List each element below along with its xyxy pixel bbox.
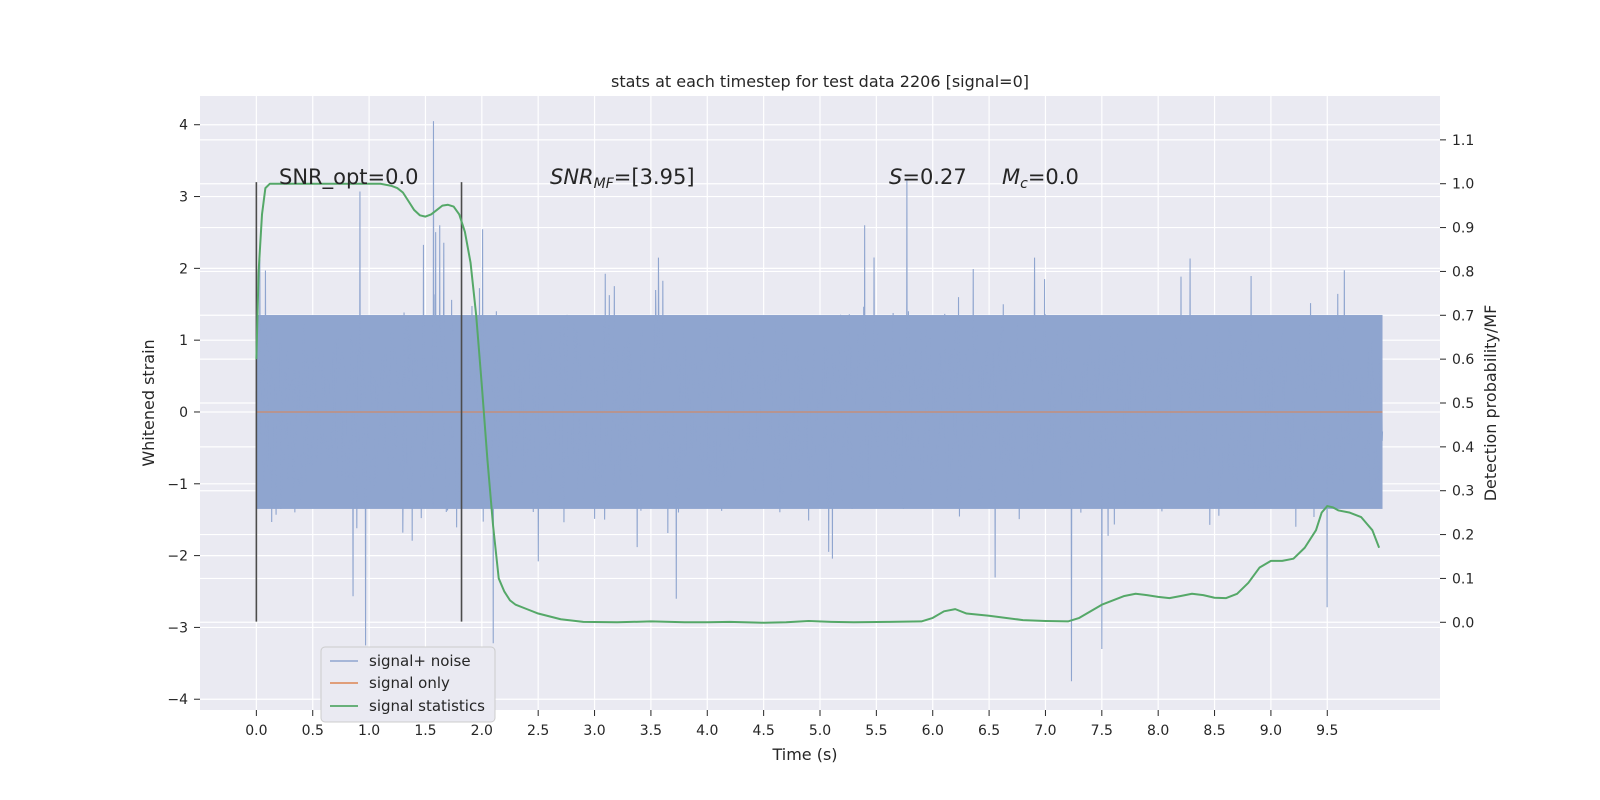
annotation-snr-mf: SNRMF=[3.95] <box>550 165 695 192</box>
y-tick-label-left: −4 <box>167 692 188 708</box>
y-tick-label-right: 0.0 <box>1452 615 1474 631</box>
annotation-snr-mf-value: =[3.95] <box>614 165 695 189</box>
legend-label-signal-only: signal only <box>369 674 450 692</box>
y-tick-label-right: 0.6 <box>1452 352 1474 368</box>
legend-box <box>320 646 496 723</box>
axes: 0.0 0.5 1.0 1.5 2.0 2.5 3.0 3.5 4.0 4.5 5.0 5.5 6.0 6… <box>167 118 1474 739</box>
y-tick-label-right: 0.2 <box>1452 528 1474 544</box>
y-tick-label-right: 0.1 <box>1452 571 1474 587</box>
x-tick-label: 1.0 <box>358 723 380 739</box>
x-tick-label: 2.5 <box>527 723 549 739</box>
series-layer <box>255 182 1383 624</box>
annotation-s-value: =0.27 <box>902 165 966 189</box>
y-tick-label-left: 1 <box>179 333 188 349</box>
x-tick-label: 3.5 <box>640 723 662 739</box>
annotation-mc-value: =0.0 <box>1028 165 1079 189</box>
x-tick-label: 4.5 <box>753 723 775 739</box>
y-tick-label-right: 0.8 <box>1452 264 1474 280</box>
y-tick-label-right: 0.7 <box>1452 308 1474 324</box>
x-tick-label: 5.5 <box>865 723 887 739</box>
annotation-s-main: S <box>889 165 902 189</box>
y-tick-label-right: 1.0 <box>1452 177 1474 193</box>
annotation-mc-main: M <box>1002 165 1020 189</box>
x-tick-label: 2.0 <box>471 723 493 739</box>
x-tick-label: 8.5 <box>1203 723 1225 739</box>
annotation-snr-mf-sub: MF <box>594 176 615 192</box>
annotation-snr-mf-main: SNR <box>550 165 594 189</box>
y-tick-label-right: 0.5 <box>1452 396 1474 412</box>
y-tick-label-left: 2 <box>179 261 188 277</box>
x-axis-label: Time (s) <box>771 745 837 764</box>
x-tick-label: 4.0 <box>696 723 718 739</box>
x-tick-label: 9.5 <box>1316 723 1338 739</box>
y-tick-label-left: −3 <box>167 620 188 636</box>
x-tick-label: 6.0 <box>922 723 944 739</box>
y-tick-label-left: −1 <box>167 477 188 493</box>
y-tick-label-left: 4 <box>179 118 188 134</box>
signal-noise-line <box>255 121 1384 682</box>
y-tick-label-left: 0 <box>179 405 188 421</box>
x-tick-label: 3.0 <box>583 723 605 739</box>
x-tick-label: 5.0 <box>809 723 831 739</box>
legend-label-signal-statistics: signal statistics <box>369 697 485 715</box>
x-tick-label: 9.0 <box>1260 723 1282 739</box>
x-tick-label: 7.5 <box>1091 723 1113 739</box>
annotation-s: S=0.27 <box>889 165 967 189</box>
y-axis-label-right: Detection probability/MF <box>1481 305 1500 502</box>
y-tick-label-left: −2 <box>167 549 188 565</box>
signal-statistics-line <box>255 182 1381 624</box>
y-tick-label-right: 0.9 <box>1452 221 1474 237</box>
y-tick-label-right: 0.4 <box>1452 440 1474 456</box>
legend-label-signal-noise: signal+ noise <box>369 652 471 670</box>
chart-title: stats at each timestep for test data 220… <box>611 72 1029 91</box>
x-tick-label: 6.5 <box>978 723 1000 739</box>
x-tick-label: 0.5 <box>302 723 324 739</box>
annotation-mc: Mc=0.0 <box>1002 165 1079 192</box>
x-tick-label: 0.0 <box>245 723 267 739</box>
annotation-snr-opt: SNR_opt=0.0 <box>279 165 419 190</box>
x-tick-label: 8.0 <box>1147 723 1169 739</box>
legend: signal+ noise signal only signal statist… <box>320 646 496 723</box>
y-tick-label-left: 3 <box>179 190 188 206</box>
y-tick-label-right: 0.3 <box>1452 484 1474 500</box>
annotation-mc-sub: c <box>1020 176 1028 192</box>
y-axis-label-left: Whitened strain <box>139 339 158 466</box>
x-tick-label: 7.0 <box>1034 723 1056 739</box>
x-tick-label: 1.5 <box>414 723 436 739</box>
y-tick-label-right: 1.1 <box>1452 133 1474 149</box>
